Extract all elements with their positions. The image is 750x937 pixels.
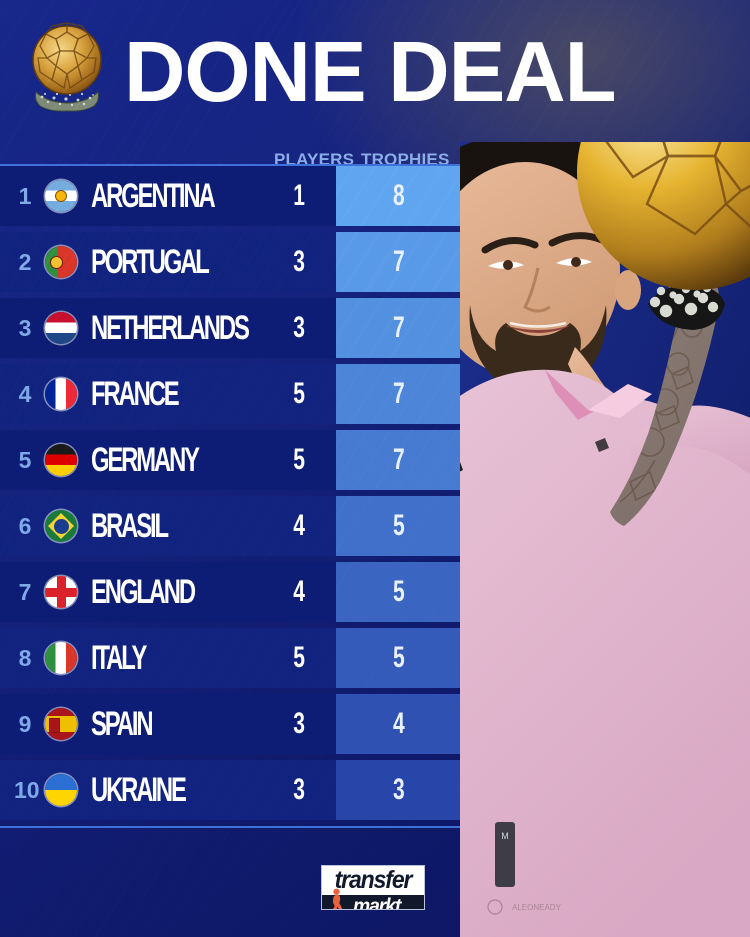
svg-text:M: M: [501, 831, 509, 841]
svg-text:ALEONEADY: ALEONEADY: [512, 903, 562, 912]
